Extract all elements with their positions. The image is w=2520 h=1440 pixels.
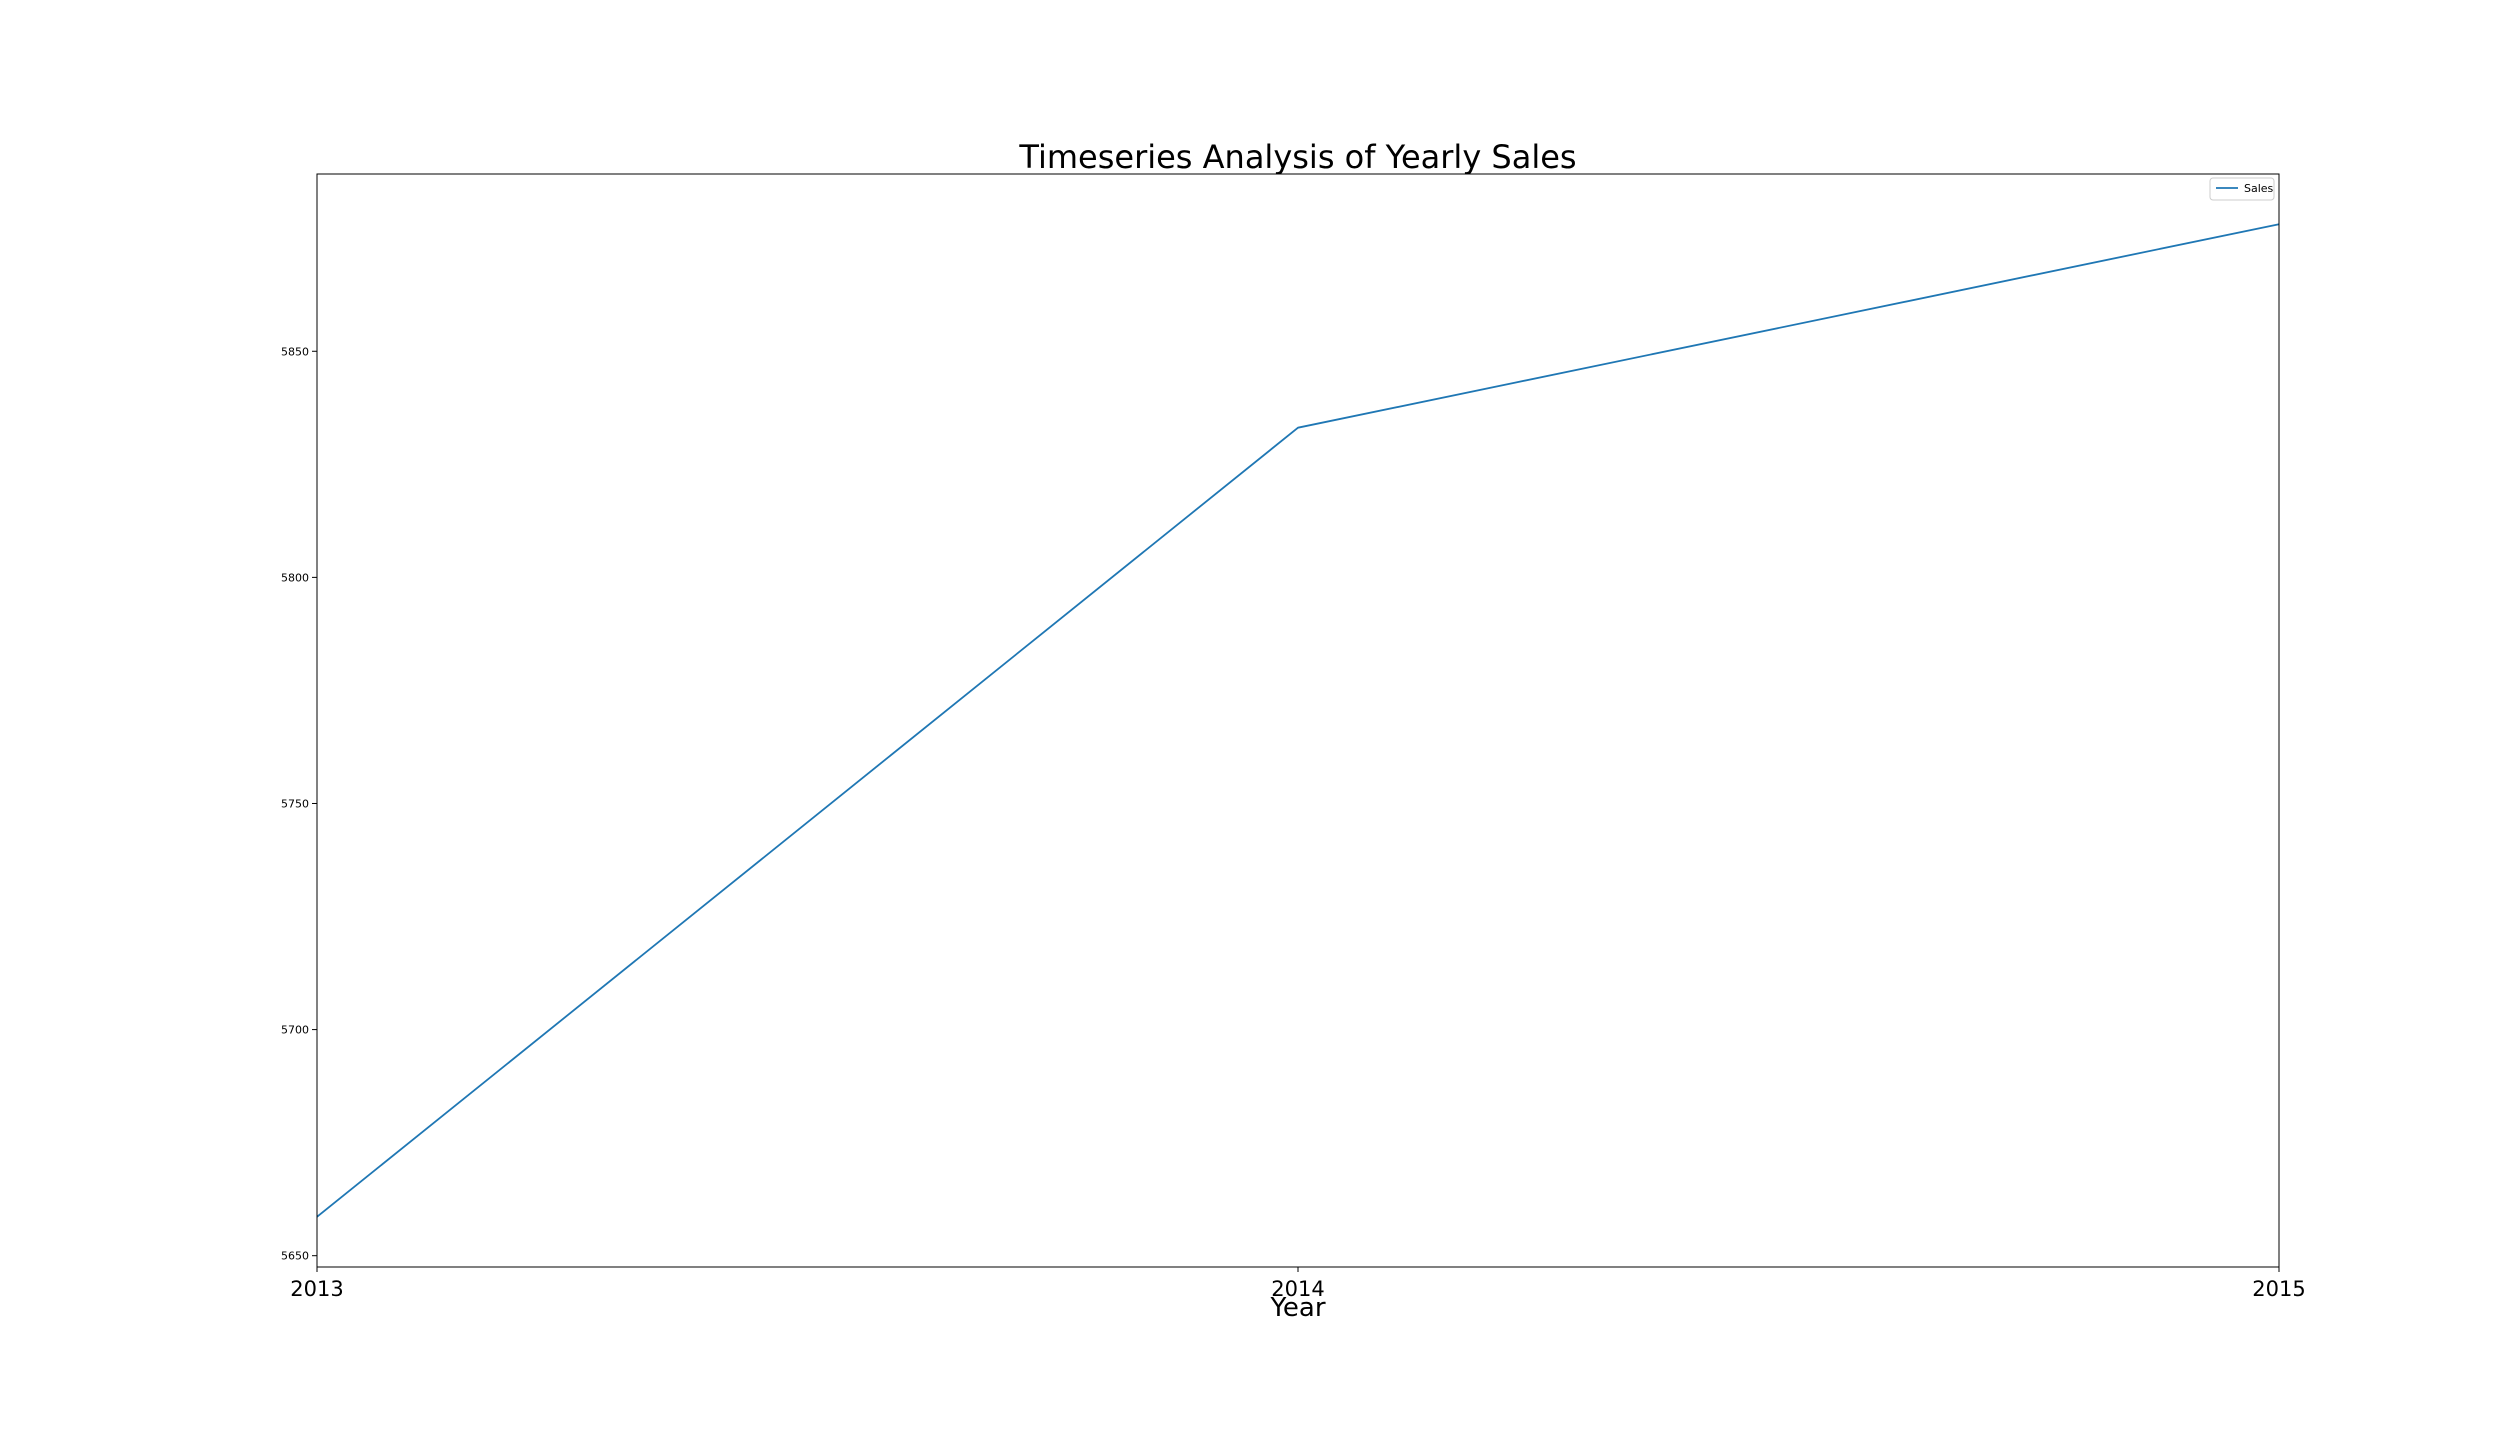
x-axis-ticks: 2013 2014 2015 — [290, 1267, 2306, 1301]
x-tick-label: 2015 — [2252, 1277, 2305, 1301]
y-tick-label: 5800 — [281, 571, 309, 584]
plot-frame — [316, 173, 2280, 1268]
x-tick-label: 2013 — [290, 1277, 343, 1301]
legend: Sales — [2209, 177, 2275, 201]
plot-area — [317, 174, 2279, 1267]
x-axis-label: Year — [1269, 1293, 1325, 1323]
y-axis-ticks: 5650 5700 5750 5800 5850 — [281, 345, 317, 1263]
x-tick-label: 2014 — [1271, 1277, 1324, 1301]
y-tick-label: 5700 — [281, 1024, 309, 1037]
legend-label-sales: Sales — [2244, 182, 2274, 195]
y-tick-label: 5650 — [281, 1250, 309, 1263]
chart-title: Timeseries Analysis of Yearly Sales — [1018, 138, 1576, 176]
y-tick-label: 5750 — [281, 797, 309, 810]
legend-box — [2209, 177, 2275, 201]
y-tick-label: 5850 — [281, 345, 309, 358]
